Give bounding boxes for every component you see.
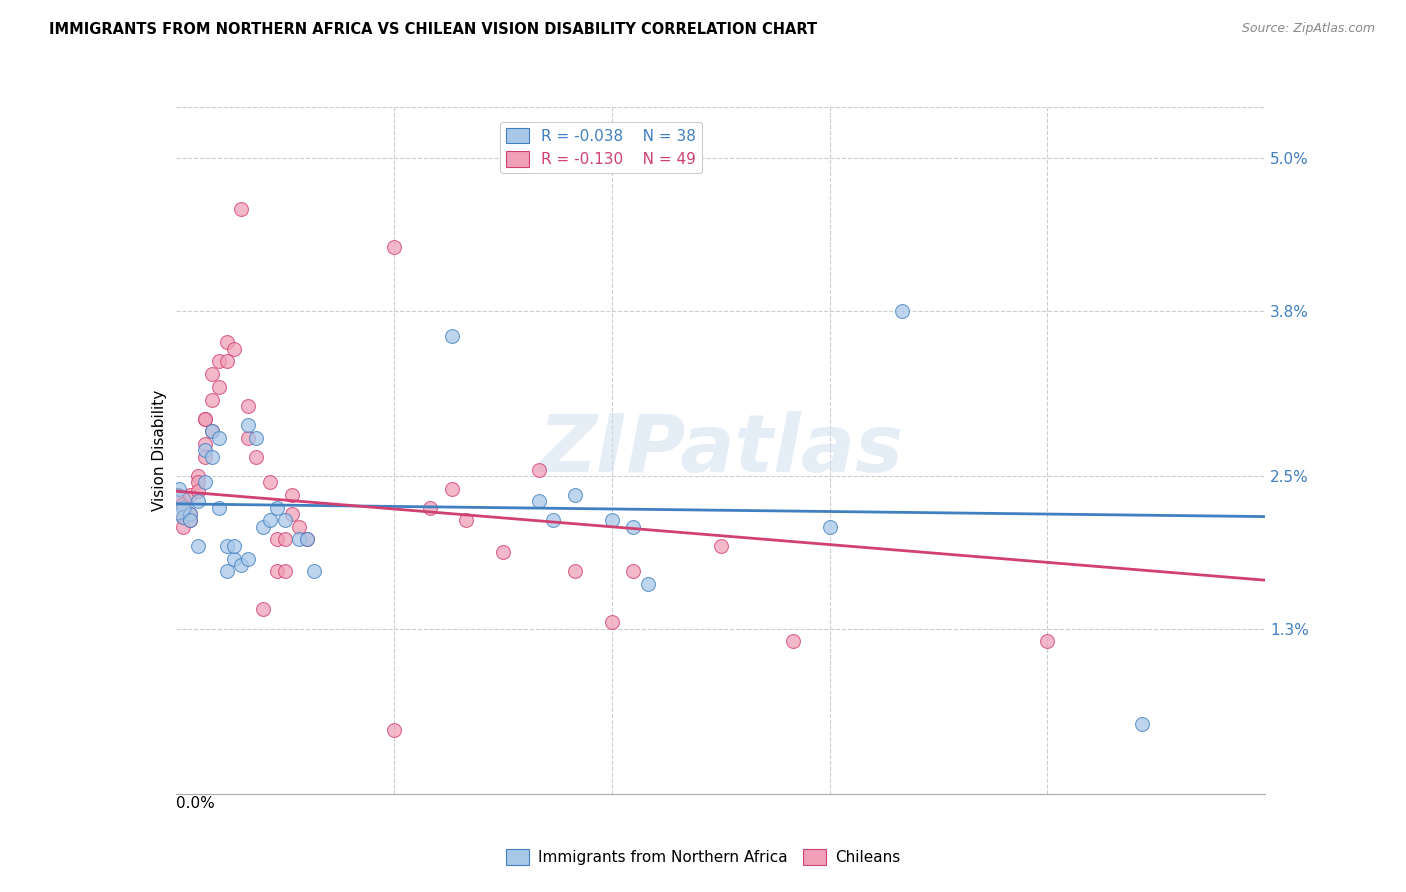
Point	[201, 425, 224, 439]
Point	[238, 431, 260, 445]
Point	[169, 482, 191, 496]
Point	[527, 494, 550, 508]
Point	[167, 488, 190, 502]
Point	[259, 475, 281, 490]
Y-axis label: Vision Disability: Vision Disability	[152, 390, 167, 511]
Point	[456, 513, 478, 527]
Point	[440, 482, 463, 496]
Point	[179, 488, 201, 502]
Point	[172, 497, 194, 511]
Point	[215, 354, 238, 368]
Point	[186, 494, 209, 508]
Point	[238, 417, 260, 432]
Point	[382, 723, 405, 738]
Point	[201, 450, 224, 464]
Legend: Immigrants from Northern Africa, Chileans: Immigrants from Northern Africa, Chilean…	[499, 843, 907, 871]
Point	[172, 509, 194, 524]
Point	[252, 520, 274, 534]
Point	[215, 564, 238, 578]
Point	[600, 615, 623, 630]
Legend: R = -0.038    N = 38, R = -0.130    N = 49: R = -0.038 N = 38, R = -0.130 N = 49	[499, 121, 702, 173]
Point	[440, 329, 463, 343]
Point	[194, 437, 217, 451]
Point	[179, 507, 201, 521]
Point	[179, 513, 201, 527]
Point	[215, 335, 238, 350]
Point	[281, 507, 304, 521]
Point	[492, 545, 515, 559]
Point	[179, 513, 201, 527]
Point	[179, 507, 201, 521]
Point	[527, 462, 550, 476]
Text: ZIPatlas: ZIPatlas	[538, 411, 903, 490]
Point	[245, 431, 267, 445]
Point	[1036, 634, 1059, 648]
Point	[281, 488, 304, 502]
Point	[302, 564, 325, 578]
Point	[637, 577, 659, 591]
Point	[194, 475, 217, 490]
Point	[245, 450, 267, 464]
Point	[194, 450, 217, 464]
Point	[186, 484, 209, 499]
Point	[295, 533, 318, 547]
Point	[382, 240, 405, 254]
Point	[621, 564, 644, 578]
Point	[1130, 717, 1153, 731]
Point	[274, 513, 297, 527]
Point	[543, 513, 565, 527]
Point	[818, 520, 841, 534]
Point	[172, 509, 194, 524]
Point	[710, 539, 733, 553]
Point	[288, 520, 311, 534]
Point	[259, 513, 281, 527]
Point	[295, 533, 318, 547]
Point	[172, 520, 194, 534]
Point	[172, 500, 194, 515]
Point	[194, 411, 217, 425]
Point	[208, 354, 231, 368]
Point	[419, 500, 441, 515]
Point	[288, 533, 311, 547]
Point	[231, 202, 253, 216]
Point	[891, 303, 914, 318]
Point	[222, 539, 245, 553]
Text: 0.0%: 0.0%	[176, 796, 215, 811]
Point	[186, 469, 209, 483]
Point	[208, 431, 231, 445]
Point	[208, 500, 231, 515]
Point	[201, 392, 224, 407]
Point	[238, 551, 260, 566]
Point	[252, 602, 274, 616]
Point	[564, 488, 586, 502]
Point	[215, 539, 238, 553]
Point	[564, 564, 586, 578]
Text: IMMIGRANTS FROM NORTHERN AFRICA VS CHILEAN VISION DISABILITY CORRELATION CHART: IMMIGRANTS FROM NORTHERN AFRICA VS CHILE…	[49, 22, 817, 37]
Point	[231, 558, 253, 572]
Point	[222, 342, 245, 356]
Point	[208, 380, 231, 394]
Point	[266, 500, 288, 515]
Point	[266, 533, 288, 547]
Point	[266, 564, 288, 578]
Point	[621, 520, 644, 534]
Point	[600, 513, 623, 527]
Point	[274, 564, 297, 578]
Point	[274, 533, 297, 547]
Point	[201, 367, 224, 381]
Point	[238, 399, 260, 413]
Point	[165, 497, 187, 511]
Point	[194, 411, 217, 425]
Point	[782, 634, 804, 648]
Point	[194, 443, 217, 458]
Point	[186, 539, 209, 553]
Point	[222, 551, 245, 566]
Point	[186, 475, 209, 490]
Text: Source: ZipAtlas.com: Source: ZipAtlas.com	[1241, 22, 1375, 36]
Point	[201, 425, 224, 439]
